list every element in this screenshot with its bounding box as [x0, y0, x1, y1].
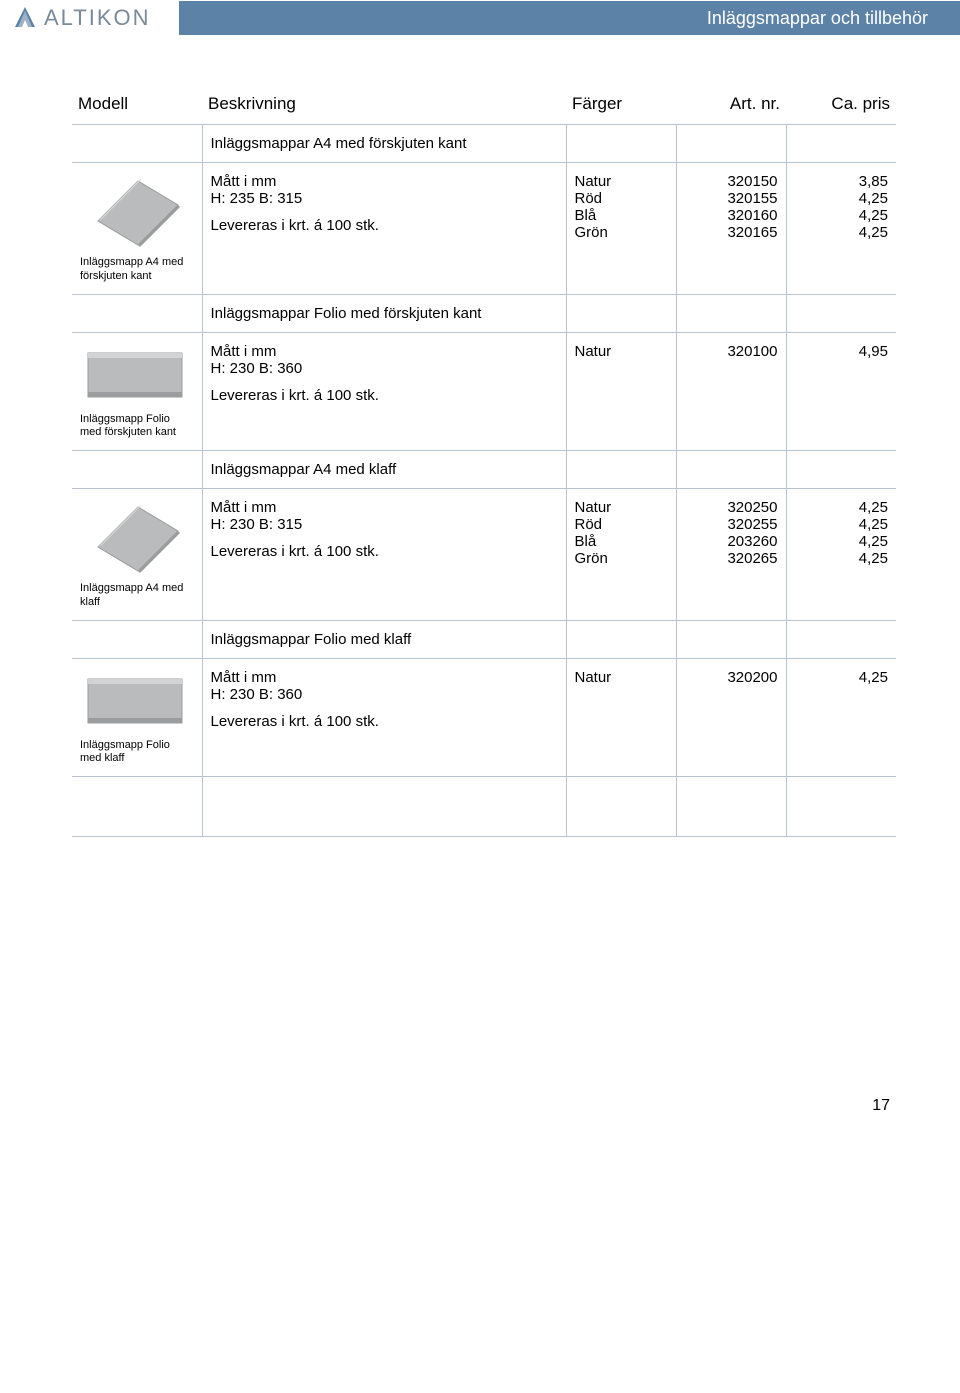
colors-cell: NaturRödBlåGrön [566, 163, 676, 295]
section-title: Inläggsmappar Folio med förskjuten kant [202, 294, 566, 332]
col-colors: Färger [566, 86, 676, 125]
section-data-row: Inläggsmapp Folio med klaff Mått i mmH: … [72, 658, 896, 777]
section-data-row: Inläggsmapp A4 med förskjuten kant Mått … [72, 163, 896, 295]
section-title: Inläggsmappar A4 med förskjuten kant [202, 125, 566, 163]
product-caption: Inläggsmapp Folio med klaff [80, 739, 194, 767]
content-area: Modell Beskrivning Färger Art. nr. Ca. p… [0, 86, 960, 837]
empty-cell [72, 294, 202, 332]
product-table: Modell Beskrivning Färger Art. nr. Ca. p… [72, 86, 896, 837]
header-bar: Inläggsmappar och tillbehör [179, 1, 960, 35]
header-title: Inläggsmappar och tillbehör [707, 8, 928, 29]
section-title: Inläggsmappar Folio med klaff [202, 620, 566, 658]
product-image [80, 343, 194, 409]
artnr-cell: 320250320255203260320265 [676, 489, 786, 621]
product-image-cell: Inläggsmapp Folio med klaff [72, 658, 202, 777]
product-caption: Inläggsmapp A4 med förskjuten kant [80, 256, 194, 284]
product-image-cell: Inläggsmapp A4 med klaff [72, 489, 202, 621]
price-cell: 3,854,254,254,25 [786, 163, 896, 295]
brand-name: ALTIKON [44, 5, 151, 31]
page-number: 17 [0, 837, 960, 1135]
colors-cell: NaturRödBlåGrön [566, 489, 676, 621]
empty-cell [72, 125, 202, 163]
product-image-cell: Inläggsmapp Folio med förskjuten kant [72, 332, 202, 451]
product-caption: Inläggsmapp Folio med förskjuten kant [80, 413, 194, 441]
price-cell: 4,95 [786, 332, 896, 451]
section-title-row: Inläggsmappar Folio med klaff [72, 620, 896, 658]
section-data-row: Inläggsmapp A4 med klaff Mått i mmH: 230… [72, 489, 896, 621]
price-cell: 4,254,254,254,25 [786, 489, 896, 621]
empty-row [72, 777, 896, 837]
section-title-row: Inläggsmappar A4 med klaff [72, 451, 896, 489]
logo-icon [12, 5, 38, 31]
spec-cell: Mått i mmH: 230 B: 315Levereras i krt. á… [202, 489, 566, 621]
section-title-row: Inläggsmappar A4 med förskjuten kant [72, 125, 896, 163]
col-price: Ca. pris [786, 86, 896, 125]
product-caption: Inläggsmapp A4 med klaff [80, 582, 194, 610]
product-image [80, 669, 194, 735]
artnr-cell: 320150320155320160320165 [676, 163, 786, 295]
product-image [80, 173, 194, 252]
product-image [80, 499, 194, 578]
empty-cell [72, 451, 202, 489]
col-model: Modell [72, 86, 202, 125]
table-header-row: Modell Beskrivning Färger Art. nr. Ca. p… [72, 86, 896, 125]
logo-section: ALTIKON [0, 5, 159, 31]
product-image-cell: Inläggsmapp A4 med förskjuten kant [72, 163, 202, 295]
price-cell: 4,25 [786, 658, 896, 777]
page-header: ALTIKON Inläggsmappar och tillbehör [0, 0, 960, 36]
section-title: Inläggsmappar A4 med klaff [202, 451, 566, 489]
empty-cell [72, 620, 202, 658]
spec-cell: Mått i mmH: 230 B: 360Levereras i krt. á… [202, 332, 566, 451]
col-desc: Beskrivning [202, 86, 566, 125]
artnr-cell: 320100 [676, 332, 786, 451]
spec-cell: Mått i mmH: 230 B: 360Levereras i krt. á… [202, 658, 566, 777]
artnr-cell: 320200 [676, 658, 786, 777]
col-artnr: Art. nr. [676, 86, 786, 125]
colors-cell: Natur [566, 332, 676, 451]
section-data-row: Inläggsmapp Folio med förskjuten kant Må… [72, 332, 896, 451]
section-title-row: Inläggsmappar Folio med förskjuten kant [72, 294, 896, 332]
spec-cell: Mått i mmH: 235 B: 315Levereras i krt. á… [202, 163, 566, 295]
colors-cell: Natur [566, 658, 676, 777]
